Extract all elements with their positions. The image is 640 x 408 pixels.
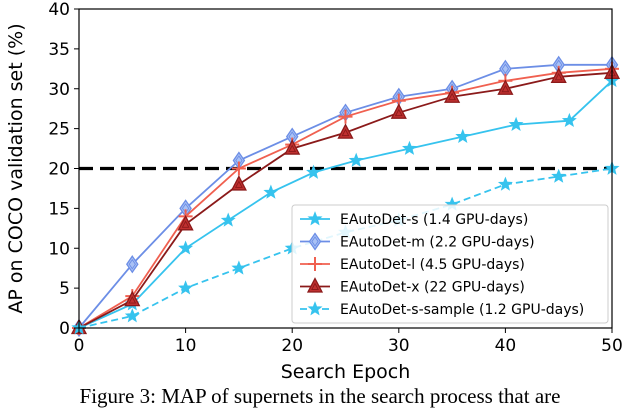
data-point xyxy=(390,103,407,119)
legend-marker xyxy=(307,211,323,226)
figure-caption: Figure 3: MAP of supernets in the search… xyxy=(79,384,561,408)
series-line xyxy=(78,80,613,329)
chart: 0 10 20 30 40 50 0 5 10 15 20 25 30 35 40 Search Epoch… xyxy=(5,0,623,383)
legend-label: EAutoDet-m (2.2 GPU-days) xyxy=(340,235,535,251)
y-tick-label: 0 xyxy=(59,319,70,339)
data-point xyxy=(337,123,354,139)
data-point xyxy=(499,59,512,78)
y-tick-label: 35 xyxy=(48,40,70,60)
legend-label: EAutoDet-l (4.5 GPU-days) xyxy=(340,257,525,273)
data-point xyxy=(263,184,279,199)
data-point xyxy=(455,128,471,143)
data-point xyxy=(177,214,194,231)
data-point xyxy=(348,152,364,167)
data-point xyxy=(550,67,567,83)
data-point xyxy=(178,240,194,255)
data-point xyxy=(178,280,194,295)
y-tick-label: 30 xyxy=(48,80,70,100)
data-point xyxy=(561,112,577,127)
data-point xyxy=(306,164,322,179)
y-tick-label: 15 xyxy=(48,199,70,219)
data-point xyxy=(551,168,567,183)
data-point xyxy=(124,290,141,307)
data-point xyxy=(126,255,139,274)
data-point xyxy=(497,176,513,191)
legend-marker xyxy=(306,277,324,293)
legend-marker xyxy=(308,257,322,271)
legend-item: EAutoDet-l (4.5 GPU-days) xyxy=(300,257,525,273)
legend-marker xyxy=(307,301,323,316)
data-point xyxy=(232,151,246,170)
x-tick-label: 50 xyxy=(601,336,623,356)
legend-item: EAutoDet-s (1.4 GPU-days) xyxy=(300,211,528,228)
x-tick-label: 20 xyxy=(281,336,303,356)
y-tick-label: 10 xyxy=(48,239,70,259)
legend-item: EAutoDet-x (22 GPU-days) xyxy=(300,277,525,296)
y-tick-label: 5 xyxy=(59,279,70,299)
y-tick-label: 25 xyxy=(48,120,70,140)
data-point xyxy=(220,212,236,227)
legend-box xyxy=(291,204,609,324)
y-tick-label: 40 xyxy=(48,0,70,20)
data-point xyxy=(444,87,461,103)
data-point xyxy=(508,116,524,131)
data-point xyxy=(231,161,246,176)
x-axis-label: Search Epoch xyxy=(281,361,411,383)
legend-label: EAutoDet-s (1.4 GPU-days) xyxy=(340,212,528,228)
series-line xyxy=(78,167,613,329)
data-point xyxy=(497,79,514,95)
legend-label: EAutoDet-x (22 GPU-days) xyxy=(340,280,525,296)
x-tick-label: 10 xyxy=(175,336,197,356)
legend-marker xyxy=(308,232,322,251)
data-point xyxy=(402,140,417,155)
data-point xyxy=(230,175,247,191)
y-axis-label: AP on COCO validation set (%) xyxy=(5,23,27,313)
tick-layer: 0 10 20 30 40 50 0 5 10 15 20 25 30 35 40 xyxy=(48,0,622,356)
legend-item: EAutoDet-m (2.2 GPU-days) xyxy=(300,232,535,251)
data-point xyxy=(124,308,140,323)
data-point xyxy=(231,260,247,275)
y-tick-label: 20 xyxy=(48,160,70,180)
x-tick-label: 40 xyxy=(495,336,517,356)
legend-label: EAutoDet-s-sample (1.2 GPU-days) xyxy=(340,302,584,318)
legend: EAutoDet-s (1.4 GPU-days) EAutoDet-m (2.2… xyxy=(291,204,609,324)
data-point xyxy=(284,139,301,155)
data-point xyxy=(338,109,353,124)
x-tick-label: 0 xyxy=(74,336,85,356)
legend-item: EAutoDet-s-sample (1.2 GPU-days) xyxy=(300,301,584,318)
x-tick-label: 30 xyxy=(388,336,410,356)
